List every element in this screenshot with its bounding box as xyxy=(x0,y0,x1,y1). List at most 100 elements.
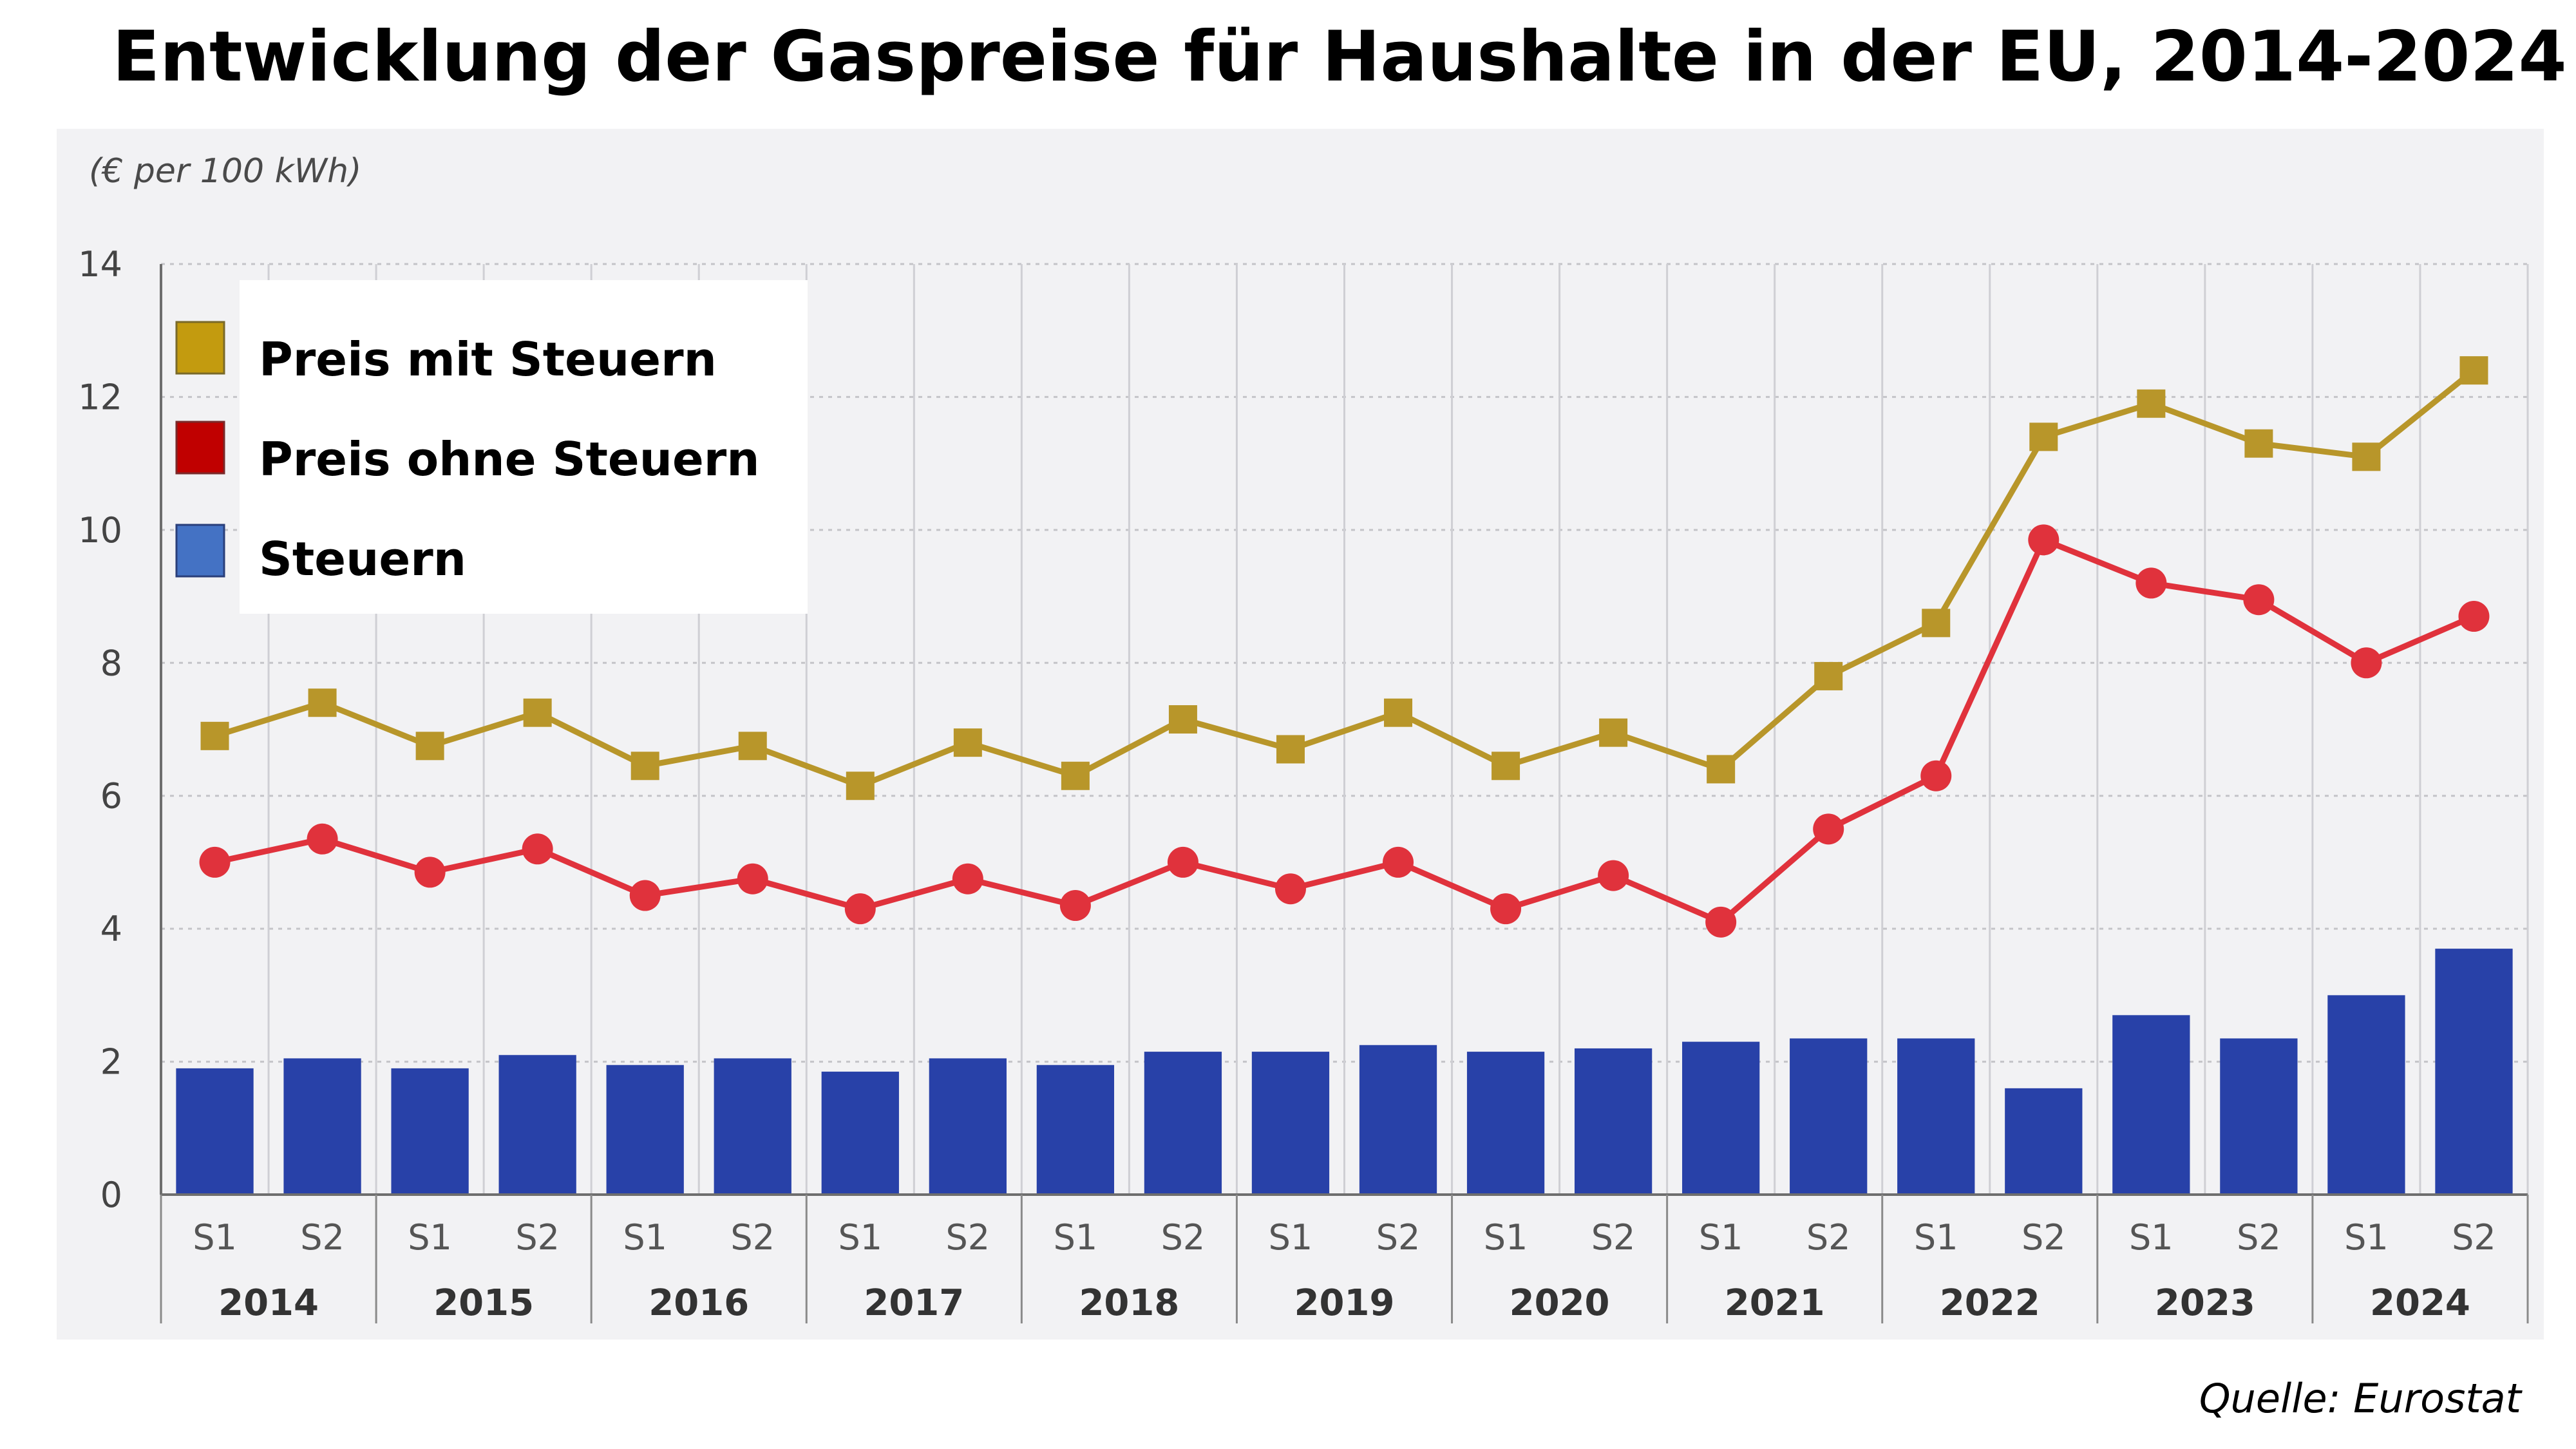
marker-preis-mit-steuern xyxy=(846,772,875,800)
marker-preis-mit-steuern xyxy=(2244,429,2273,458)
marker-preis-ohne-steuern xyxy=(2136,567,2167,599)
year-label: 2016 xyxy=(649,1282,749,1324)
x-tick-label: S2 xyxy=(730,1217,775,1258)
bar-steuern xyxy=(606,1065,684,1195)
marker-preis-mit-steuern xyxy=(2352,442,2381,471)
year-label: 2019 xyxy=(1294,1282,1395,1324)
x-tick-label: S1 xyxy=(193,1217,237,1258)
marker-preis-ohne-steuern xyxy=(2028,524,2060,556)
marker-preis-mit-steuern xyxy=(200,721,229,750)
y-tick-label: 12 xyxy=(78,377,122,417)
marker-preis-ohne-steuern xyxy=(1598,860,1629,891)
x-tick-label: S2 xyxy=(1806,1217,1851,1258)
bar-steuern xyxy=(1144,1052,1222,1195)
x-tick-label: S2 xyxy=(1161,1217,1206,1258)
x-tick-label: S1 xyxy=(1054,1217,1098,1258)
marker-preis-ohne-steuern xyxy=(1920,760,1952,791)
bar-steuern xyxy=(1790,1038,1868,1195)
bar-steuern xyxy=(1251,1052,1330,1195)
marker-preis-mit-steuern xyxy=(415,732,444,761)
x-tick-label: S1 xyxy=(1484,1217,1528,1258)
x-tick-label: S1 xyxy=(1914,1217,1958,1258)
x-tick-label: S1 xyxy=(838,1217,882,1258)
x-tick-label: S1 xyxy=(1269,1217,1313,1258)
y-tick-label: 6 xyxy=(100,776,122,817)
legend-box xyxy=(240,280,808,614)
marker-preis-mit-steuern xyxy=(1384,698,1413,727)
source-label: Quelle: Eurostat xyxy=(2199,1375,2523,1422)
year-label: 2022 xyxy=(1940,1282,2040,1324)
bar-steuern xyxy=(1682,1041,1760,1195)
year-label: 2017 xyxy=(864,1282,964,1324)
y-tick-label: 10 xyxy=(78,510,122,551)
bar-steuern xyxy=(1897,1038,1975,1195)
bar-steuern xyxy=(391,1068,469,1195)
y-tick-label: 2 xyxy=(100,1042,122,1083)
marker-preis-ohne-steuern xyxy=(737,863,768,895)
marker-preis-mit-steuern xyxy=(523,698,552,727)
marker-preis-mit-steuern xyxy=(1168,705,1197,734)
marker-preis-ohne-steuern xyxy=(522,833,553,865)
marker-preis-mit-steuern xyxy=(1492,752,1520,781)
marker-preis-mit-steuern xyxy=(738,732,767,761)
x-tick-label: S1 xyxy=(408,1217,452,1258)
lines xyxy=(199,356,2490,938)
x-tick-label: S2 xyxy=(2237,1217,2281,1258)
marker-preis-mit-steuern xyxy=(953,728,982,757)
marker-preis-ohne-steuern xyxy=(629,880,661,911)
marker-preis-ohne-steuern xyxy=(199,846,231,878)
marker-preis-mit-steuern xyxy=(1599,718,1628,747)
x-tick-label: S2 xyxy=(1376,1217,1421,1258)
year-label: 2021 xyxy=(1725,1282,1825,1324)
bar-steuern xyxy=(2112,1015,2190,1195)
legend: Preis mit Steuern Preis ohne Steuern Ste… xyxy=(175,280,808,614)
x-tick-label: S2 xyxy=(946,1217,990,1258)
bar-steuern xyxy=(1574,1048,1653,1195)
bar-steuern xyxy=(821,1072,899,1195)
year-label: 2014 xyxy=(218,1282,319,1324)
x-tick-label: S1 xyxy=(623,1217,667,1258)
bar-steuern xyxy=(1359,1045,1437,1195)
marker-preis-mit-steuern xyxy=(1922,609,1951,638)
bar-steuern xyxy=(498,1055,576,1195)
x-tick-label: S2 xyxy=(515,1217,560,1258)
marker-preis-mit-steuern xyxy=(1276,735,1305,764)
marker-preis-mit-steuern xyxy=(1707,755,1736,784)
line-preis-ohne-steuern xyxy=(214,536,2476,925)
marker-preis-ohne-steuern xyxy=(1274,873,1306,905)
x-tick-label: S2 xyxy=(2452,1217,2496,1258)
marker-preis-ohne-steuern xyxy=(1813,813,1844,845)
legend-label-steuern: Steuern xyxy=(259,532,466,586)
y-tick-label: 4 xyxy=(100,909,122,949)
legend-swatch-preis-mit-steuern xyxy=(175,321,225,375)
marker-preis-ohne-steuern xyxy=(2243,584,2275,616)
bar-steuern xyxy=(2435,949,2513,1195)
line-preis-mit-steuern xyxy=(214,368,2476,789)
legend-label-preis-ohne-steuern: Preis ohne Steuern xyxy=(259,432,760,486)
marker-preis-mit-steuern xyxy=(2459,356,2488,385)
marker-preis-ohne-steuern xyxy=(952,863,983,895)
marker-preis-ohne-steuern xyxy=(414,857,446,888)
axes: 0 2 4 6 8 10 12 14 S1 S2 S1 S2 S1 S2 S1 S2 S1 S2 S1 S2 S1 S2 S… xyxy=(78,244,2529,1324)
legend-label-preis-mit-steuern: Preis mit Steuern xyxy=(259,332,717,386)
chart-title: Entwicklung der Gaspreise für Haushalte … xyxy=(112,17,2566,97)
marker-preis-ohne-steuern xyxy=(844,893,876,925)
year-label: 2015 xyxy=(433,1282,534,1324)
bar-steuern xyxy=(176,1068,254,1195)
marker-preis-ohne-steuern xyxy=(1167,846,1198,878)
marker-preis-ohne-steuern xyxy=(2351,647,2382,679)
bar-steuern xyxy=(283,1058,361,1195)
x-tick-label: S1 xyxy=(2344,1217,2389,1258)
year-label: 2023 xyxy=(2155,1282,2255,1324)
year-label: 2024 xyxy=(2370,1282,2470,1324)
marker-preis-ohne-steuern xyxy=(307,823,338,855)
marker-preis-ohne-steuern xyxy=(1059,890,1091,922)
x-tick-label: S2 xyxy=(300,1217,345,1258)
bars-steuern xyxy=(176,949,2513,1195)
x-tick-label: S2 xyxy=(1591,1217,1636,1258)
x-tick-label: S2 xyxy=(2022,1217,2066,1258)
bar-steuern xyxy=(714,1058,791,1195)
bar-steuern xyxy=(2005,1088,2083,1195)
y-tick-label: 8 xyxy=(100,643,122,683)
